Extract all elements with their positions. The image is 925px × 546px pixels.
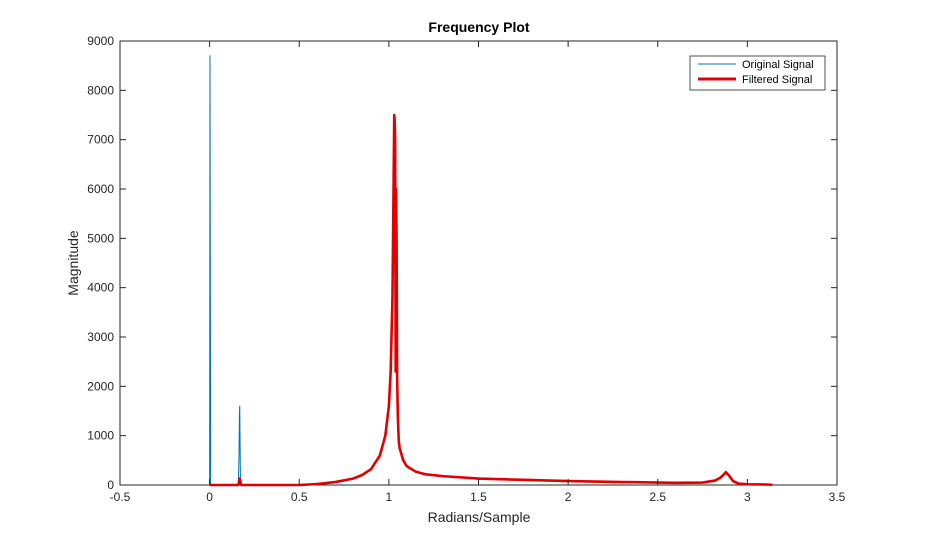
legend-label-filtered-signal: Filtered Signal bbox=[742, 74, 812, 86]
y-tick-label: 4000 bbox=[87, 281, 114, 295]
x-axis-label: Radians/Sample bbox=[428, 509, 531, 525]
x-axis-ticks: -0.5 0 0.5 1 1.5 2 2.5 3 3.5 bbox=[110, 41, 846, 504]
y-axis-label: Magnitude bbox=[65, 230, 81, 296]
legend-box bbox=[689, 55, 826, 91]
y-tick-label: 7000 bbox=[87, 133, 114, 147]
y-tick-label: 3000 bbox=[87, 330, 114, 344]
legend: Original Signal Filtered Signal bbox=[689, 55, 826, 91]
chart-title: Frequency Plot bbox=[428, 19, 529, 35]
y-axis-ticks: 0 1000 2000 3000 4000 5000 6000 7000 8000 9000 bbox=[87, 34, 837, 492]
legend-label-original-signal: Original Signal bbox=[742, 59, 814, 71]
x-tick-label: 1 bbox=[386, 490, 393, 504]
series-line-filtered-signal bbox=[209, 113, 773, 487]
x-tick-label: -0.5 bbox=[110, 490, 131, 504]
x-tick-label: 0.5 bbox=[291, 490, 308, 504]
y-tick-label: 9000 bbox=[87, 34, 114, 48]
y-tick-label: 0 bbox=[107, 478, 114, 492]
x-tick-label: 3 bbox=[744, 490, 751, 504]
y-tick-label: 1000 bbox=[87, 429, 114, 443]
x-tick-label: 0 bbox=[206, 490, 213, 504]
x-tick-label: 1.5 bbox=[470, 490, 487, 504]
plot-area bbox=[119, 40, 838, 487]
y-tick-label: 2000 bbox=[87, 379, 114, 393]
x-tick-label: 2 bbox=[565, 490, 572, 504]
y-tick-label: 6000 bbox=[87, 182, 114, 196]
x-tick-label: 3.5 bbox=[829, 490, 846, 504]
y-tick-label: 8000 bbox=[87, 83, 114, 97]
y-tick-label: 5000 bbox=[87, 231, 114, 245]
axes-box bbox=[119, 40, 838, 486]
x-tick-label: 2.5 bbox=[649, 490, 666, 504]
